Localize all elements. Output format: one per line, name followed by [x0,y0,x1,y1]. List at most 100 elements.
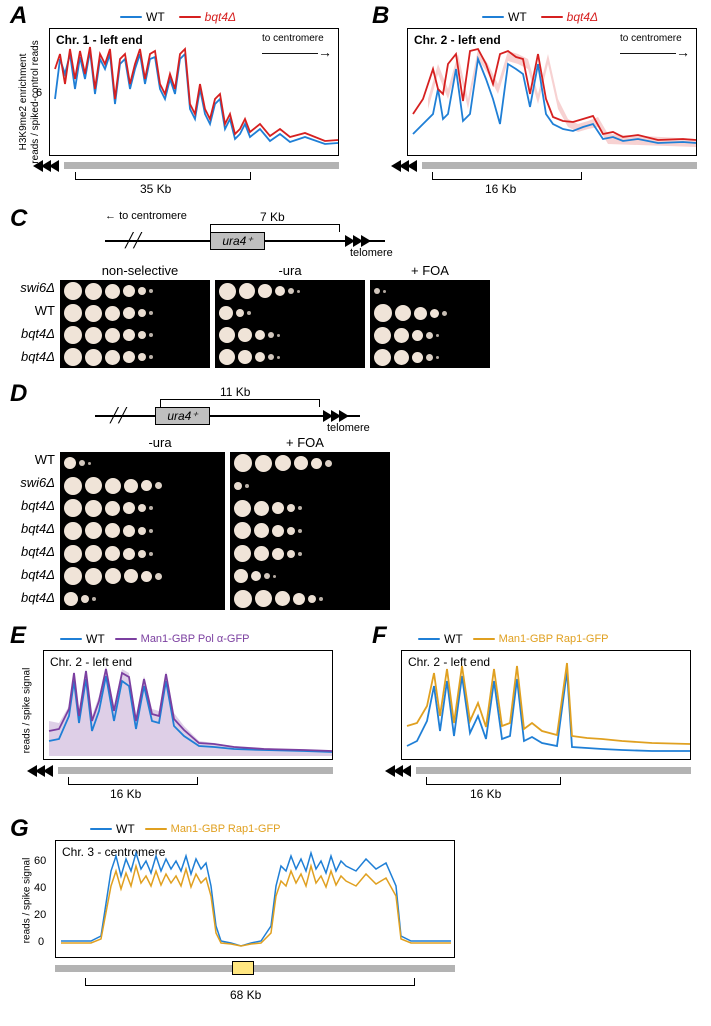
panel-g-scalebar [55,965,455,972]
panel-d-label: D [10,380,27,408]
panel-e-label: E [10,622,26,650]
legend-mut-line-b [541,16,563,19]
spots-c-1 [60,280,210,368]
bracket-d [160,399,320,407]
panel-g-label: G [10,815,29,843]
spots-d-2 [230,452,390,610]
panel-f-legend: WT Man1-GBP Rap1-GFP [418,632,609,646]
panel-a-trace [50,29,340,157]
panel-a-chart: Chr. 1 - left end to centromere————→ 6 [49,28,339,156]
panel-a-label: A [10,2,27,30]
legend-tether-text-f: Man1-GBP Rap1-GFP [499,633,609,645]
legend-tether-text-g: Man1-GBP Rap1-GFP [171,823,281,835]
legend-tether-e: Man1-GBP Pol α-GFP [115,633,250,645]
panel-e-legend: WT Man1-GBP Pol α-GFP [60,632,250,646]
legend-wt-line-b [482,16,504,19]
distance-d: 11 Kb [220,385,250,399]
legend-tether-line-g [145,828,167,831]
distance-c: 7 Kb [260,210,285,224]
strain-c-2: bqt4Δ [0,326,55,341]
legend-tether-text-e: Man1-GBP Pol α-GFP [141,633,250,645]
legend-wt-e: WT [60,632,105,646]
legend-wt-text-f: WT [444,632,463,646]
spots-c-3 [370,280,490,368]
strain-d-5: bqt4Δ [0,567,55,582]
strain-c-0: swi6Δ [0,280,55,295]
line-d [95,415,360,417]
legend-wt-text-e: WT [86,632,105,646]
panel-b-bracket [432,172,582,180]
g-ytick-2: 40 [34,882,46,894]
bracket-c [210,224,340,232]
panel-e-scalebar [58,767,333,774]
cond-d-1: + FOA [240,435,370,450]
break-c: ╱╱ [125,232,142,249]
legend-mut: bqt4Δ [179,10,236,24]
legend-wt: WT [120,10,165,24]
panel-f-trace [402,651,692,761]
legend-wt-line-g [90,828,112,831]
panel-e-trace [44,651,334,761]
panel-g-legend: WT Man1-GBP Rap1-GFP [90,822,281,836]
panel-b-label: B [372,2,389,30]
panel-b-chart: Chr. 2 - left end to centromere————→ [407,28,697,156]
gene-c: ura4⁺ [210,232,265,250]
panel-e-telomere-icon [27,763,59,779]
panel-a-ylabel: H3K9me2 enrichmentreads / spiked-control… [18,32,42,172]
telomere-c-text: telomere [350,247,393,259]
panel-g-centromere-box [232,961,254,975]
legend-wt-b: WT [482,10,527,24]
cond-c-2: + FOA [370,263,490,278]
panel-a-telomere-icon [33,158,65,174]
legend-tether-f: Man1-GBP Rap1-GFP [473,633,609,645]
strain-d-4: bqt4Δ [0,544,55,559]
panel-e-scale-label: 16 Kb [110,787,141,801]
g-ytick-0: 0 [38,936,44,948]
panel-d-diagram: 11 Kb ╱╱ ura4⁺ telomere [95,385,405,435]
legend-wt-text-g: WT [116,822,135,836]
panel-b-legend: WT bqt4Δ [482,10,598,24]
panel-e-bracket [68,777,198,785]
legend-mut-line [179,16,201,19]
strain-d-2: bqt4Δ [0,498,55,513]
legend-wt-g: WT [90,822,135,836]
strain-d-0: WT [0,452,55,467]
panel-a-bracket [75,172,251,180]
panel-g-scale-label: 68 Kb [230,988,261,1002]
panel-a-scalebar [64,162,339,169]
panel-g-trace [56,841,456,959]
panel-g-ylabel: reads / spike signal [22,841,33,961]
legend-wt-f: WT [418,632,463,646]
legend-wt-line-f [418,638,440,641]
panel-b-scalebar [422,162,697,169]
legend-wt-text-b: WT [508,10,527,24]
legend-wt-line [120,16,142,19]
legend-tether-line-e [115,638,137,641]
panel-b-scale-label: 16 Kb [485,182,516,196]
spots-d-1 [60,452,225,610]
strain-c-1: WT [0,303,55,318]
strain-c-3: bqt4Δ [0,349,55,364]
legend-mut-text: bqt4Δ [205,10,236,24]
strain-d-1: swi6Δ [0,475,55,490]
cond-d-0: -ura [95,435,225,450]
spots-c-2 [215,280,365,368]
panel-f-telomere-icon [385,763,417,779]
panel-f-bracket [426,777,561,785]
panel-a-ytick: 6 [36,87,42,99]
g-ytick-3: 60 [34,855,46,867]
legend-mut-text-b: bqt4Δ [567,10,598,24]
legend-wt-text: WT [146,10,165,24]
legend-wt-line-e [60,638,82,641]
panel-f-scalebar [416,767,691,774]
panel-a-legend: WT bqt4Δ [120,10,236,24]
panel-f-label: F [372,622,387,650]
panel-g-bracket [85,978,415,986]
legend-tether-line-f [473,638,495,641]
strain-d-3: bqt4Δ [0,521,55,536]
break-d: ╱╱ [110,407,127,424]
panel-g-chart: Chr. 3 - centromere 0 20 40 60 [55,840,455,958]
panel-f-scale-label: 16 Kb [470,787,501,801]
panel-c-diagram: ← to centromere 7 Kb ╱╱ ura4⁺ telomere [105,210,415,260]
strain-d-6: bqt4Δ [0,590,55,605]
